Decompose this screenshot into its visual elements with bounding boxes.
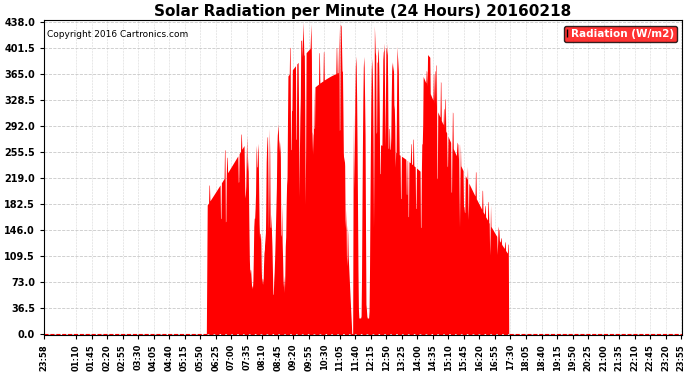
Title: Solar Radiation per Minute (24 Hours) 20160218: Solar Radiation per Minute (24 Hours) 20… xyxy=(155,4,572,19)
Legend: Radiation (W/m2): Radiation (W/m2) xyxy=(564,26,677,42)
Text: Copyright 2016 Cartronics.com: Copyright 2016 Cartronics.com xyxy=(47,30,188,39)
